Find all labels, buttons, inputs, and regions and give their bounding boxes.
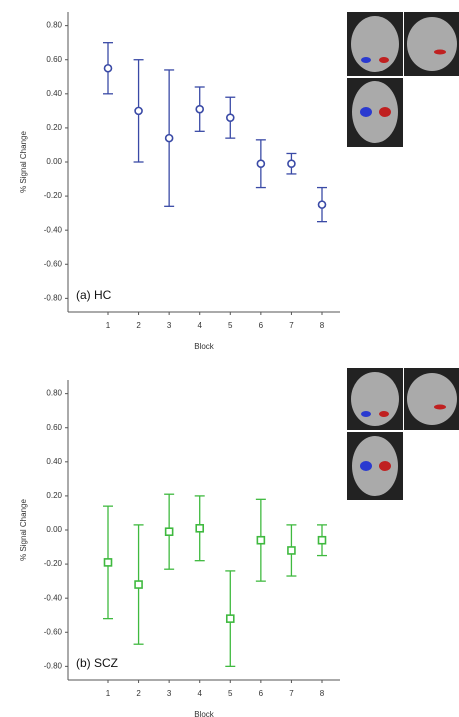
y-axis-label: % Signal Change (19, 499, 28, 561)
marker (164, 527, 174, 537)
marker (103, 63, 113, 73)
x-tick-label: 2 (136, 321, 141, 330)
annotation: (a) HC (76, 288, 112, 302)
marker (256, 159, 266, 169)
x-tick-label: 4 (197, 689, 202, 698)
marker (317, 535, 327, 545)
y-tick-label: 0.60 (46, 423, 62, 432)
x-axis-label: Block (194, 710, 215, 717)
y-tick-label: -0.40 (44, 225, 63, 234)
y-tick-label: 0.00 (46, 525, 62, 534)
y-tick-label: -0.20 (44, 191, 63, 200)
x-tick-label: 8 (320, 689, 325, 698)
y-tick-label: 0.40 (46, 457, 62, 466)
x-tick-label: 3 (167, 689, 172, 698)
x-tick-label: 5 (228, 321, 233, 330)
marker (134, 580, 143, 589)
marker (256, 535, 266, 545)
marker (195, 523, 205, 533)
y-tick-label: -0.40 (44, 593, 63, 602)
x-tick-label: 2 (136, 689, 141, 698)
y-tick-label: -0.80 (44, 661, 63, 670)
marker (134, 106, 143, 116)
x-tick-label: 7 (289, 321, 294, 330)
y-tick-label: -0.60 (44, 259, 63, 268)
marker (225, 614, 235, 623)
y-tick-label: 0.00 (46, 157, 62, 166)
marker (287, 159, 296, 169)
x-tick-label: 4 (197, 321, 202, 330)
brain-inset (347, 12, 459, 147)
marker (317, 200, 327, 209)
marker (287, 546, 296, 555)
x-tick-label: 1 (106, 689, 111, 698)
y-tick-label: 0.60 (46, 55, 62, 64)
marker (164, 133, 174, 143)
x-tick-label: 8 (320, 321, 325, 330)
x-tick-label: 3 (167, 321, 172, 330)
marker (103, 558, 113, 567)
y-tick-label: 0.40 (46, 89, 62, 98)
x-tick-label: 5 (228, 689, 233, 698)
x-tick-label: 7 (289, 689, 294, 698)
annotation: (b) SCZ (76, 656, 118, 670)
y-tick-label: -0.80 (44, 293, 63, 302)
x-tick-label: 1 (106, 321, 111, 330)
brain-inset (347, 368, 459, 500)
marker (225, 113, 235, 122)
y-tick-label: -0.60 (44, 627, 63, 636)
x-tick-label: 6 (259, 321, 264, 330)
y-tick-label: 0.80 (46, 21, 62, 30)
x-axis-label: Block (194, 342, 215, 351)
y-tick-label: 0.20 (46, 491, 62, 500)
marker (195, 104, 205, 114)
y-axis-label: % Signal Change (19, 131, 28, 193)
y-tick-label: 0.80 (46, 389, 62, 398)
y-tick-label: -0.20 (44, 559, 63, 568)
x-tick-label: 6 (259, 689, 264, 698)
y-tick-label: 0.20 (46, 123, 62, 132)
